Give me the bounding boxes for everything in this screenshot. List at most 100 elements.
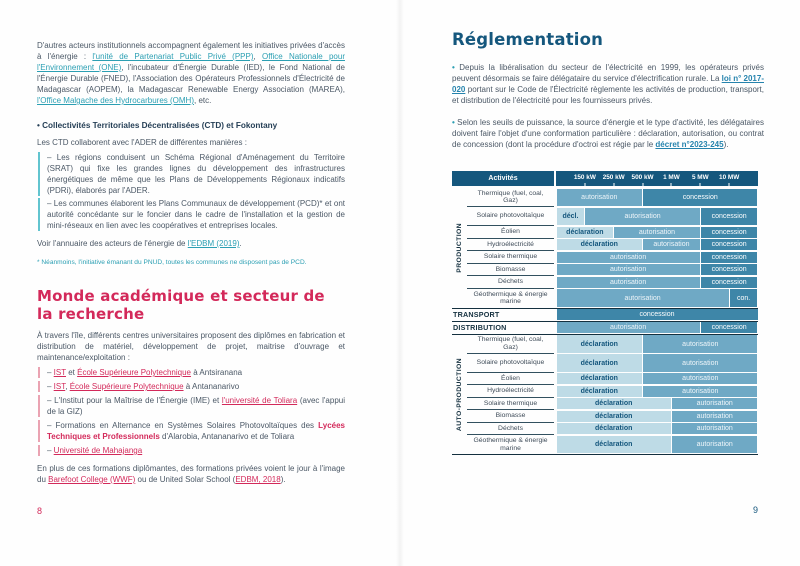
table-row: Géothermique & énergie marine autorisatio… — [452, 289, 758, 308]
table-row: Biomasse autorisation concession — [452, 264, 758, 276]
table-row: Thermique (fuel, coal, Gaz) autorisation c… — [452, 188, 758, 207]
table-cell-conc: concession — [643, 188, 758, 207]
table-cell-auto: autorisation — [643, 335, 758, 353]
table-row-label: Géothermique & énergie marine — [473, 437, 548, 452]
inline-link[interactable]: l'EDBM (2019) — [187, 239, 240, 248]
right-page-content: Réglementation • Depuis la libéralisatio… — [452, 30, 764, 455]
regulation-heading: Réglementation — [452, 30, 604, 49]
threshold-label: 150 kW — [573, 173, 596, 181]
table-section: PRODUCTION Thermique (fuel, coal, Gaz) aut… — [452, 188, 758, 309]
paragraph-voir-annuaire: Voir l'annuaire des acteurs de l'énergie… — [37, 238, 345, 249]
table-row-grid: déclaration autorisation concession — [556, 239, 758, 252]
table-cell-decl: déclaration — [556, 435, 671, 454]
text-segment: – Les régions conduisent un Schéma Régio… — [47, 153, 345, 195]
inline-link[interactable]: École Supérieure Polytechnique — [69, 382, 184, 391]
text-segment: à Antananarivo — [183, 382, 240, 391]
text-segment: – Les communes élaborent les Plans Commu… — [47, 199, 345, 230]
table-cell-auto: autorisation — [556, 276, 700, 288]
inline-link[interactable]: École Supérieure Polytechnique — [77, 368, 191, 377]
table-cell-decl: déclaration — [556, 398, 671, 410]
table-row: Géothermique & énergie marine déclaration… — [452, 435, 758, 454]
text-segment: – L'Institut pour la Maîtrise de l'Énerg… — [47, 396, 222, 405]
table-row: Déchets autorisation concession — [452, 276, 758, 289]
inline-link[interactable]: décret n°2023-245 — [655, 140, 724, 149]
table-row-grid: autorisation concession — [556, 188, 758, 207]
table-row: Hydroélectricité déclaration autorisation — [452, 385, 758, 398]
inline-link[interactable]: IST — [53, 382, 66, 391]
table-row-label: Éolien — [467, 226, 554, 239]
table-header: Activités 150 kW 250 kW 500 kW 1 MW 5 MW 10 MW — [452, 171, 758, 186]
table-cell-auto: autorisation — [556, 264, 700, 276]
threshold-tick — [699, 183, 701, 186]
table-band-row: DISTRIBUTION autorisation concession — [452, 322, 758, 335]
text-segment: • — [452, 118, 458, 127]
text-segment: , l'incubateur d'Énergie Durable (IED), … — [37, 63, 345, 94]
table-band-label: TRANSPORT — [453, 310, 500, 319]
table-row-label: Thermique (fuel, coal, Gaz) — [467, 335, 554, 354]
table-cell-conc: concession — [700, 251, 758, 263]
table-row-label: Solaire thermique — [467, 251, 554, 264]
academic-section-heading: Monde académique et secteur de la recher… — [37, 287, 325, 323]
table-cell-conc: concession — [700, 239, 758, 251]
inline-link[interactable]: IST — [53, 368, 66, 377]
table-group-label-text: PRODUCTION — [456, 222, 463, 273]
text-segment: , — [253, 52, 262, 61]
table-row: Hydroélectricité déclaration autorisation c… — [452, 239, 758, 252]
table-row-label: Solaire photovoltaïque — [467, 354, 554, 373]
table-cell-conc: con. — [729, 289, 758, 307]
inline-link[interactable]: l'unité de Partenariat Public Privé (PPP… — [92, 52, 254, 61]
table-row-grid: déclaration autorisation — [556, 398, 758, 411]
threshold-label: 5 MW — [691, 173, 709, 181]
inline-link[interactable]: l'Office Malgache des Hydrocarbures (OMH… — [37, 96, 194, 105]
table-section: AUTO-PRODUCTION Thermique (fuel, coal, Ga… — [452, 335, 758, 455]
inline-link[interactable]: Université de Mahajanga — [53, 446, 143, 455]
table-row-grid: concession — [556, 309, 758, 321]
table-header-activities: Activités — [452, 171, 554, 186]
text-segment: à Antsiranana — [190, 368, 243, 377]
inline-link[interactable]: Barefoot College (WWF) — [48, 475, 136, 484]
text-segment: , — [65, 382, 70, 391]
inline-link[interactable]: l'université de Toliara — [221, 396, 298, 405]
table-cell-auto: autorisation — [671, 435, 758, 454]
table-cell-decl: déclaration — [556, 410, 671, 422]
table-row-grid: déclaration autorisation — [556, 423, 758, 436]
table-cell-conc: concession — [700, 226, 758, 238]
text-segment: En plus de ces formations diplômantes, d… — [37, 464, 345, 484]
table-row-grid: autorisation con. — [556, 289, 758, 308]
table-cell-conc: concession — [700, 322, 758, 333]
table-band-label: DISTRIBUTION — [453, 323, 507, 332]
threshold-tick — [670, 183, 672, 186]
threshold-label: 1 MW — [663, 173, 680, 181]
text-segment: . — [239, 239, 242, 248]
table-cell-auto: autorisation — [643, 373, 758, 385]
table-row-grid: déclaration autorisation — [556, 385, 758, 398]
threshold-tick — [642, 183, 644, 186]
list-item: – IST, École Supérieure Polytechnique à … — [38, 381, 345, 392]
table-cell-decl: déclaration — [556, 239, 643, 251]
text-segment: Selon les seuils de puissance, la source… — [452, 118, 764, 149]
list-item: – L'Institut pour la Maîtrise de l'Énerg… — [38, 395, 345, 417]
table-cell-decl: déclaration — [556, 373, 643, 385]
table-cell-auto: autorisation — [585, 207, 700, 226]
left-page-content: D'autres acteurs institutionnels accompa… — [37, 40, 345, 485]
regulation-table: Activités 150 kW 250 kW 500 kW 1 MW 5 MW 10 MW… — [452, 171, 758, 455]
page-number-right: 9 — [753, 505, 759, 515]
table-row-grid: autorisation concession — [556, 322, 758, 334]
table-row-grid: déclaration autorisation concession — [556, 226, 758, 239]
table-row: Solaire photovoltaïque décl. autorisation c… — [452, 207, 758, 226]
table-header-thresholds: 150 kW 250 kW 500 kW 1 MW 5 MW 10 MW — [556, 171, 758, 186]
text-segment: – — [47, 446, 54, 455]
text-segment: Lycées Techniques et Professionnels — [47, 421, 345, 441]
text-segment: (avec l'appui de la GIZ) — [47, 396, 345, 416]
threshold-label: 250 kW — [602, 173, 625, 181]
table-cell-decl: déclaration — [556, 226, 614, 238]
table-row-grid: autorisation concession — [556, 276, 758, 289]
table-row: Solaire thermique déclaration autorisation — [452, 398, 758, 411]
footnote: * Néanmoins, l'initiative émanant du PNU… — [37, 259, 307, 266]
text-segment: – Formations en Alternance en Systèmes S… — [47, 421, 319, 430]
inline-link[interactable]: loi n° 2017- 020 — [452, 74, 764, 94]
table-cell-auto: autorisation — [643, 385, 758, 397]
table-cell-conc: concession — [700, 207, 758, 226]
inline-link[interactable]: Office Nationale pour l'Environnement (O… — [37, 52, 345, 72]
inline-link[interactable]: EDBM, 2018 — [235, 475, 281, 484]
